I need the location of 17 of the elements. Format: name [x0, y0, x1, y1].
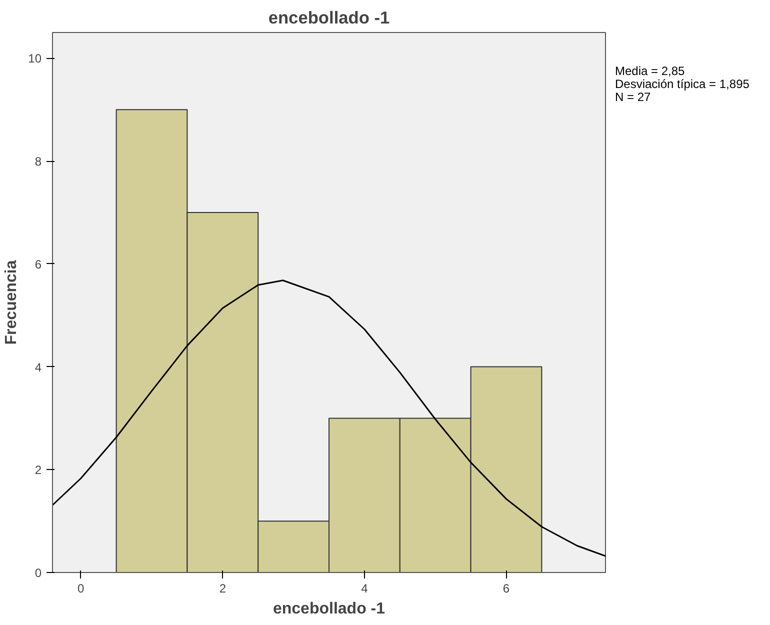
y-tick-label: 0	[34, 566, 42, 580]
x-axis-title: encebollado -1	[272, 600, 386, 618]
y-tick-label: 10	[28, 52, 42, 66]
x-tick-label: 0	[78, 582, 85, 596]
text: Desviación típica = 1,895	[615, 77, 750, 92]
x-tick-label: 2	[219, 582, 226, 596]
chart-title: encebollado -1	[268, 8, 390, 28]
text: N = 27	[615, 90, 651, 104]
line-series	[52, 280, 606, 557]
text: Media = 2,85	[615, 64, 685, 78]
y-tick-label: 6	[34, 257, 42, 272]
y-axis-title: Frecuencia	[3, 260, 20, 345]
x-tick-label: 4	[361, 582, 368, 596]
x-tick-label: 6	[502, 582, 510, 596]
y-tick-label: 2	[34, 463, 42, 478]
y-tick-label: 4	[34, 360, 42, 374]
y-tick-label: 8	[34, 154, 42, 169]
